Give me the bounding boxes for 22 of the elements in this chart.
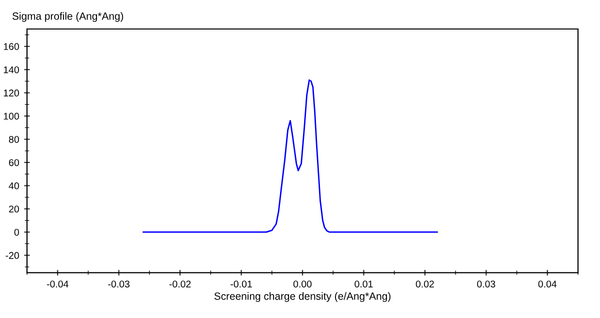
x-tick-label: 0.01 [354, 280, 373, 288]
x-tick-label: -0.04 [46, 280, 68, 288]
x-tick-label: -0.02 [169, 280, 191, 288]
y-tick-label: 120 [4, 90, 19, 96]
y-tick-label: 160 [4, 43, 19, 50]
y-tick-label: 20 [9, 206, 19, 212]
y-tick-label: 40 [8, 182, 19, 190]
y-tick-label: 60 [9, 159, 19, 166]
x-tick-label: 0.03 [477, 280, 496, 288]
line-series [142, 79, 438, 233]
y-tick-label: 80 [8, 136, 19, 143]
y-tick-label: 140 [4, 66, 19, 74]
x-axis-title: Screening charge density (e/Ang*Ang) [214, 292, 390, 302]
y-tick-label: -20 [6, 252, 19, 259]
y-axis-title: Sigma profile (Ang*Ang) [12, 12, 124, 22]
x-tick-label: -0.01 [230, 280, 252, 288]
x-tick-label: 0.00 [293, 280, 312, 288]
x-tick-label: 0.04 [538, 280, 557, 288]
y-tick-label: 0 [14, 228, 19, 236]
y-tick-label: 100 [4, 112, 19, 120]
x-tick-label: 0.02 [416, 280, 434, 288]
x-tick-label: -0.03 [108, 280, 130, 288]
